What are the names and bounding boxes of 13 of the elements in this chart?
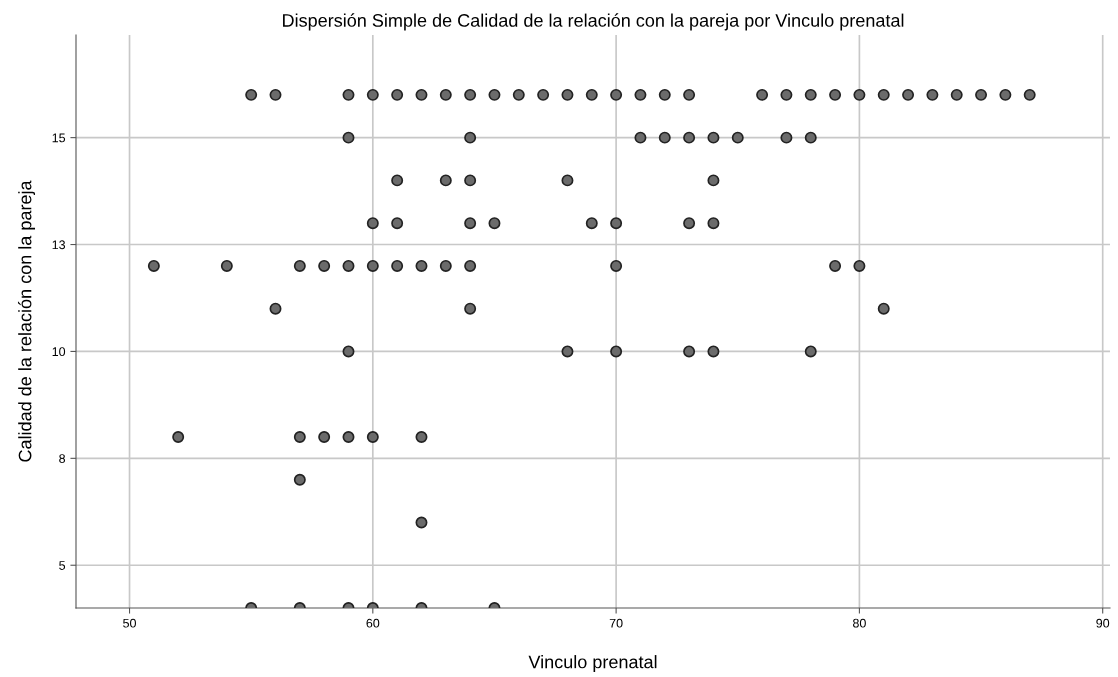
x-axis-title: Vinculo prenatal [528, 655, 657, 672]
x-tick-label: 60 [366, 618, 380, 628]
x-tick-label: 90 [1096, 618, 1110, 628]
y-tick-label: 5 [59, 561, 66, 570]
y-axis-title: Calidad de la relación con la pareja [17, 180, 36, 462]
y-tick-label: 10 [52, 347, 66, 357]
x-tick-label: 50 [123, 618, 136, 628]
x-tick-label: 70 [609, 618, 623, 628]
y-tick-label: 8 [59, 454, 66, 463]
chart-title: Dispersión Simple de Calidad de la relación con la pareja por Vinculo prenatal [283, 13, 904, 31]
x-tick-label: 80 [853, 618, 866, 628]
y-tick-label: 13 [52, 240, 66, 250]
y-tick-label: 15 [52, 133, 66, 143]
